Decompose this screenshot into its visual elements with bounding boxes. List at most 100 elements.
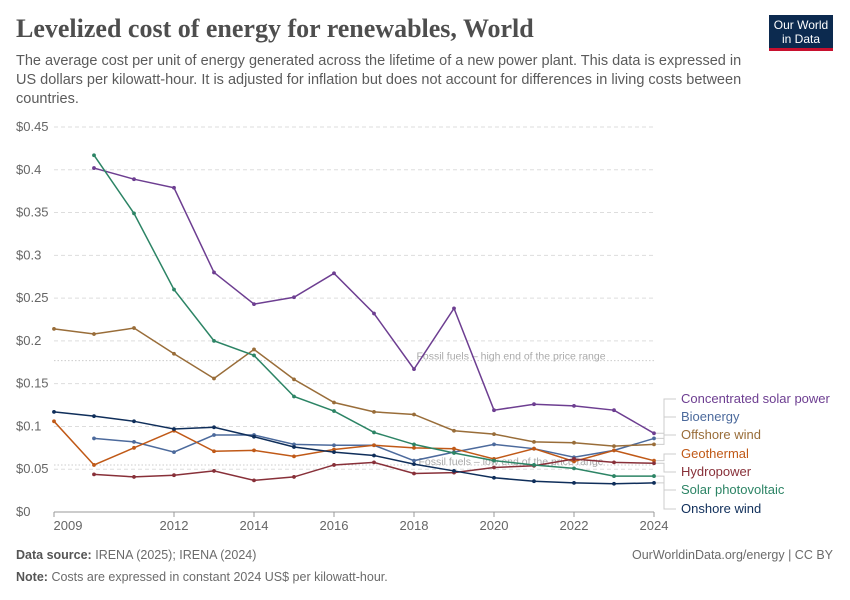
y-tick-label: $0.4 [16, 162, 41, 177]
data-point [652, 461, 656, 466]
label-connector [656, 416, 676, 439]
data-point [292, 394, 296, 399]
data-point [92, 166, 96, 170]
series-label: Concentrated solar power [681, 391, 831, 406]
note-label: Note: [16, 570, 48, 584]
series-line [53, 420, 655, 466]
data-point [492, 465, 496, 470]
data-point [132, 445, 136, 450]
data-point [572, 404, 576, 408]
reference-line-label: Fossil fuels – high end of the price ran… [416, 351, 605, 363]
data-point [212, 449, 216, 454]
x-tick-label: 2012 [160, 518, 189, 533]
data-point [132, 419, 136, 424]
data-point [92, 472, 96, 477]
data-point [252, 302, 256, 306]
data-point [212, 469, 216, 473]
data-point [492, 408, 496, 413]
source-label: Data source: [16, 548, 92, 562]
data-point [532, 402, 536, 407]
data-point [292, 295, 296, 300]
data-point [92, 463, 96, 467]
data-point [132, 211, 136, 216]
data-point [372, 410, 376, 414]
series-line [93, 154, 654, 477]
data-point [52, 410, 56, 414]
chart-title: Levelized cost of energy for renewables,… [16, 14, 534, 43]
data-point [452, 469, 456, 473]
data-point [492, 458, 496, 463]
data-point [492, 442, 496, 447]
data-point [412, 462, 416, 466]
data-point [412, 471, 416, 476]
data-point [452, 446, 456, 451]
source-text[interactable]: IRENA (2025); IRENA (2024) [95, 548, 257, 562]
series-label: Hydropower [681, 464, 752, 479]
data-point [412, 412, 416, 417]
x-tick-label: 2018 [400, 518, 429, 533]
data-point [132, 439, 136, 444]
data-point [652, 474, 656, 478]
footnote: Note: Costs are expressed in constant 20… [16, 570, 388, 584]
data-point [292, 445, 296, 449]
x-tick-label: 2009 [54, 518, 83, 533]
data-point [92, 153, 96, 158]
series-label: Onshore wind [681, 501, 761, 516]
series-label: Bioenergy [681, 409, 740, 424]
data-source: Data source: IRENA (2025); IRENA (2024) [16, 548, 256, 562]
y-tick-label: $0.25 [16, 290, 49, 305]
data-point [532, 439, 536, 444]
data-point [132, 177, 136, 182]
data-point [172, 427, 176, 431]
series-line [93, 167, 655, 434]
data-point [212, 376, 216, 381]
x-tick-label: 2022 [560, 518, 589, 533]
y-tick-label: $0.35 [16, 205, 49, 220]
data-point [412, 442, 416, 447]
data-point [572, 466, 576, 471]
data-point [372, 430, 376, 435]
data-point [252, 478, 256, 483]
data-point [132, 326, 136, 330]
data-point [452, 428, 456, 433]
x-tick-label: 2024 [640, 518, 669, 533]
data-point [572, 481, 576, 485]
footer-url[interactable]: OurWorldinData.org/energy | CC BY [631, 548, 833, 562]
data-point [332, 271, 336, 276]
data-point [172, 287, 176, 292]
data-point [292, 475, 296, 479]
data-point [652, 436, 656, 441]
label-connector [656, 398, 676, 434]
data-point [412, 445, 416, 450]
data-point [252, 448, 256, 453]
data-point [292, 454, 296, 459]
data-point [612, 408, 616, 413]
series-label: Geothermal [681, 446, 749, 461]
data-point [212, 338, 216, 343]
data-point [252, 434, 256, 439]
data-point [652, 431, 656, 436]
data-point [332, 443, 336, 448]
data-point [92, 436, 96, 441]
data-point [332, 450, 336, 455]
data-point [212, 433, 216, 437]
data-point [372, 460, 376, 465]
data-point [572, 440, 576, 445]
data-point [252, 347, 256, 352]
y-tick-label: $0 [16, 504, 30, 519]
data-point [572, 457, 576, 461]
data-point [292, 377, 296, 382]
series-label: Solar photovoltaic [681, 482, 785, 497]
data-point [652, 481, 656, 485]
data-point [532, 479, 536, 484]
data-point [412, 458, 416, 463]
data-point [492, 475, 496, 480]
data-point [332, 463, 336, 467]
data-point [332, 400, 336, 405]
owid-logo[interactable]: Our World in Data [769, 15, 833, 51]
x-tick-label: 2016 [320, 518, 349, 533]
y-tick-label: $0.1 [16, 418, 41, 433]
data-point [452, 451, 456, 455]
series-label: Offshore wind [681, 427, 761, 442]
